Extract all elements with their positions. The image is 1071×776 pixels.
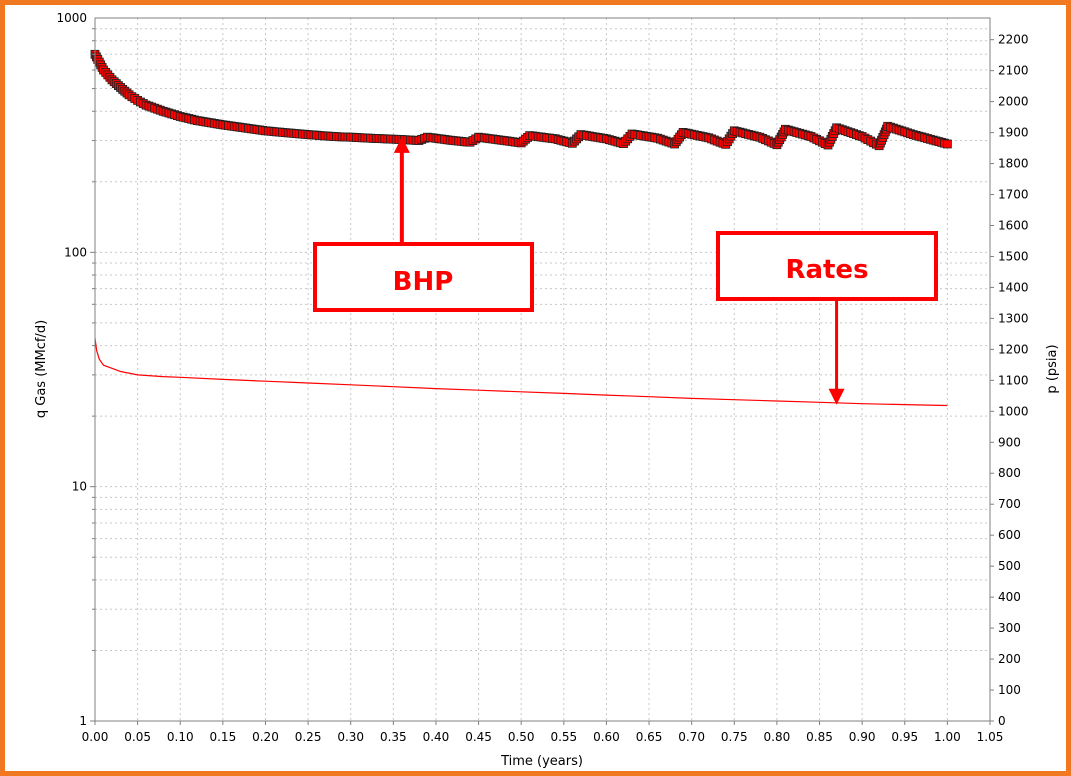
y-right-tick-label: 100: [998, 683, 1021, 697]
x-tick-label: 0.35: [380, 730, 407, 744]
x-tick-label: 1.05: [977, 730, 1004, 744]
y-right-tick-label: 300: [998, 621, 1021, 635]
y-right-tick-label: 200: [998, 652, 1021, 666]
x-tick-label: 0.85: [806, 730, 833, 744]
x-tick-label: 0.95: [891, 730, 918, 744]
bhp-series-markers: [90, 49, 952, 151]
y-left-tick-label: 10: [72, 480, 87, 494]
chart-svg: 0.00 0.05 0.10 0.15 0.20 0.25 0.30 0.35 0.40 0.45…: [34, 11, 1060, 769]
x-axis-label: Time (years): [500, 754, 583, 769]
rates-arrow-head: [828, 388, 845, 405]
y-right-tick-label: 1500: [998, 249, 1029, 263]
y-right-tick-label: 1100: [998, 373, 1029, 387]
x-tick-label: 0.75: [721, 730, 748, 744]
y-right-tick-label: 700: [998, 497, 1021, 511]
y-right-tick-label: 1400: [998, 280, 1029, 294]
y-right-axis-ticks: 0 100 200 300 400 500 600 700 800 900 1000 1100 1200…: [990, 33, 1029, 728]
y-left-tick-label: 1000: [56, 11, 87, 25]
y-right-tick-label: 1800: [998, 157, 1029, 171]
y-right-tick-label: 1200: [998, 342, 1029, 356]
y-right-tick-label: 500: [998, 559, 1021, 573]
y-left-axis-ticks: 1 10 100 1000: [56, 11, 95, 728]
y-right-tick-label: 1600: [998, 218, 1029, 232]
x-tick-label: 0.00: [82, 730, 109, 744]
x-axis-ticks: 0.00 0.05 0.10 0.15 0.20 0.25 0.30 0.35 0.40 0.45…: [82, 721, 1004, 744]
y-right-tick-label: 1900: [998, 126, 1029, 140]
y-right-tick-label: 2200: [998, 33, 1029, 47]
y-right-tick-label: 600: [998, 528, 1021, 542]
y-right-tick-label: 1000: [998, 404, 1029, 418]
y-left-tick-label: 1: [79, 714, 87, 728]
x-tick-label: 0.10: [167, 730, 194, 744]
x-tick-label: 0.25: [295, 730, 322, 744]
x-tick-label: 1.00: [934, 730, 961, 744]
x-tick-label: 0.30: [337, 730, 364, 744]
bhp-annotation-label: BHP: [393, 267, 454, 297]
rates-annotation-box: [716, 231, 938, 301]
bhp-marker: [942, 139, 952, 149]
x-tick-label: 0.55: [550, 730, 577, 744]
x-tick-label: 0.45: [465, 730, 492, 744]
bhp-annotation-box: [313, 242, 534, 312]
y-right-tick-label: 800: [998, 466, 1021, 480]
x-tick-label: 0.50: [508, 730, 535, 744]
x-tick-label: 0.40: [423, 730, 450, 744]
y-right-tick-label: 0: [998, 714, 1006, 728]
series-layer: [90, 49, 952, 407]
x-tick-label: 0.60: [593, 730, 620, 744]
bhp-arrow-head: [393, 136, 410, 153]
y-right-tick-label: 2000: [998, 95, 1029, 109]
annotations: BHP Rates: [313, 136, 938, 405]
x-tick-label: 0.70: [678, 730, 705, 744]
y-left-axis-label: q Gas (MMcf/d): [34, 320, 49, 418]
y-left-tick-label: 100: [64, 245, 87, 259]
y-right-tick-label: 1700: [998, 188, 1029, 202]
y-right-tick-label: 400: [998, 590, 1021, 604]
x-tick-label: 0.65: [636, 730, 663, 744]
y-right-tick-label: 2100: [998, 64, 1029, 78]
x-tick-label: 0.15: [209, 730, 236, 744]
x-tick-label: 0.20: [252, 730, 279, 744]
y-right-axis-label: p (psia): [1045, 344, 1060, 393]
rates-series-line: [94, 338, 948, 407]
rates-annotation-label: Rates: [785, 255, 868, 285]
x-tick-label: 0.05: [124, 730, 151, 744]
x-tick-label: 0.90: [849, 730, 876, 744]
plot-border: [94, 17, 991, 722]
y-right-tick-label: 1300: [998, 311, 1029, 325]
y-right-tick-label: 900: [998, 435, 1021, 449]
x-tick-label: 0.80: [764, 730, 791, 744]
